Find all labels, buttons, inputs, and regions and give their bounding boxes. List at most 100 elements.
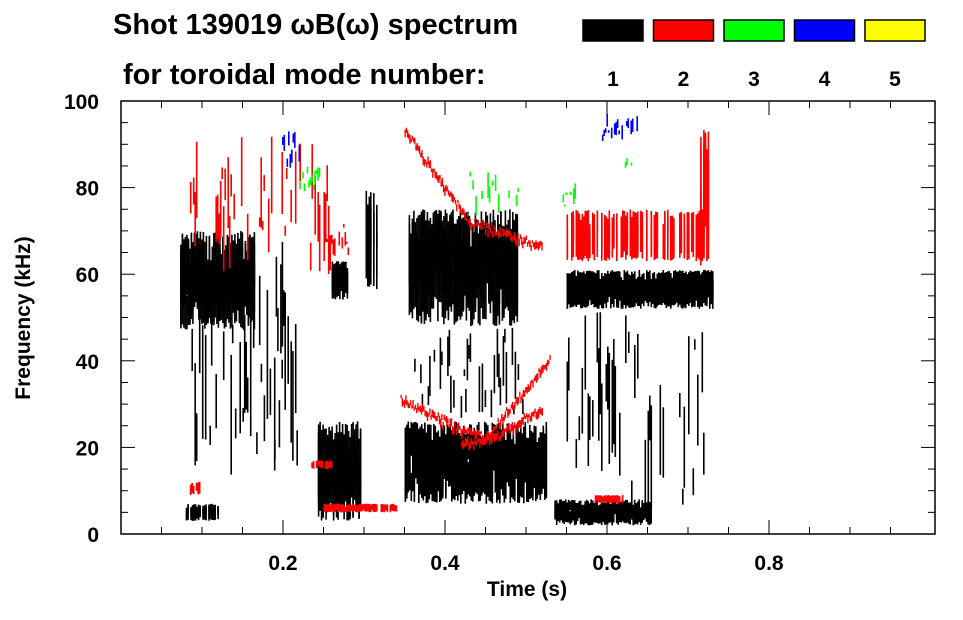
chirp-segment <box>471 223 474 227</box>
chirp-segment <box>420 152 422 157</box>
spectral-streak <box>506 423 509 482</box>
spectral-streak <box>473 237 475 295</box>
chirp-segment <box>483 222 486 226</box>
spectral-streak <box>564 512 567 522</box>
spectral-streak <box>587 279 590 300</box>
chirp-segment <box>469 219 471 224</box>
spectral-streak <box>496 328 499 378</box>
spectral-streak <box>608 275 611 292</box>
chirp-segment <box>472 224 475 232</box>
chirp-segment <box>498 231 500 239</box>
spectral-streak <box>605 505 607 525</box>
spectral-streak <box>661 272 663 306</box>
spectral-streak <box>340 432 342 513</box>
spectral-streak <box>333 268 335 299</box>
spectral-streak <box>594 496 597 503</box>
spectral-streak <box>611 509 613 522</box>
y-axis-label: Frequency (kHz) <box>12 236 35 399</box>
chirp-segment <box>446 416 448 425</box>
spectral-streak <box>619 284 621 301</box>
spectral-streak <box>437 214 439 286</box>
spectral-streak <box>650 405 653 509</box>
chirp-segment <box>534 242 536 250</box>
spectral-streak <box>607 346 609 410</box>
chirp-segment <box>477 220 480 226</box>
spectral-streak <box>183 241 185 310</box>
chirp-segment <box>407 402 409 409</box>
chirp-segment <box>518 420 521 428</box>
chirp-segment <box>493 426 496 431</box>
spectral-streak <box>194 363 196 466</box>
spectral-streak <box>597 505 600 524</box>
spectral-streak <box>605 364 608 402</box>
spectral-streak <box>428 424 431 484</box>
spectral-streak <box>640 218 642 246</box>
chirp-segment <box>537 242 540 251</box>
spectral-streak <box>493 354 496 394</box>
spectral-streak <box>341 237 344 249</box>
spectral-streak <box>504 328 506 343</box>
spectral-streak <box>569 501 571 510</box>
spectral-streak <box>626 505 628 523</box>
spectral-streak <box>242 407 244 422</box>
spectral-streak <box>197 482 199 491</box>
spectral-streak <box>451 447 453 502</box>
chirp-segment <box>540 409 542 415</box>
spectral-streak <box>192 487 195 492</box>
spectral-streak <box>656 291 659 304</box>
spectral-streak <box>512 212 514 312</box>
spectral-streak <box>193 238 196 307</box>
spectral-streak <box>611 219 614 252</box>
chirp-segment <box>536 242 538 248</box>
spectral-streak <box>343 267 346 297</box>
spectral-streak <box>469 333 472 362</box>
spectral-streak <box>340 504 342 510</box>
spectral-streak <box>648 504 651 524</box>
chirp-segment <box>490 433 492 443</box>
spectral-streak <box>603 129 605 136</box>
spectral-streak <box>425 225 427 321</box>
spectral-streak <box>577 223 579 260</box>
spectral-streak <box>505 351 508 404</box>
spectral-streak <box>668 270 671 286</box>
spectral-streak <box>514 443 516 470</box>
spectral-streak <box>510 235 513 273</box>
spectral-streak <box>494 174 497 192</box>
spectral-streak <box>318 460 321 468</box>
spectral-streak <box>439 337 442 389</box>
spectral-streak <box>428 460 431 500</box>
spectral-streak <box>464 434 467 485</box>
spectral-streak <box>447 221 450 287</box>
spectral-streak <box>418 442 420 475</box>
chirp-segment <box>522 241 524 249</box>
chirp-segment <box>436 175 439 182</box>
spectral-streak <box>538 466 540 494</box>
chirp-segment <box>519 391 521 397</box>
spectral-streak <box>563 501 565 524</box>
spectral-streak <box>587 502 589 526</box>
chirp-segment <box>525 235 528 240</box>
chirp-segment <box>414 404 417 409</box>
spectral-streak <box>700 190 702 246</box>
spectral-streak <box>671 240 674 258</box>
spectral-streak <box>203 505 206 520</box>
spectral-streak <box>490 434 492 490</box>
spectral-streak <box>341 424 344 472</box>
spectral-streak <box>592 400 594 437</box>
spectral-streak <box>576 503 579 522</box>
chirp-segment <box>464 437 467 446</box>
spectral-streak <box>625 275 627 309</box>
spectral-streak <box>593 214 596 261</box>
spectral-streak <box>691 282 693 308</box>
spectral-streak <box>292 133 295 143</box>
spectral-streak <box>468 345 470 359</box>
spectral-streak <box>284 292 286 410</box>
spectral-streak <box>623 270 626 284</box>
spectral-streak <box>606 114 608 127</box>
chirp-segment <box>438 415 441 425</box>
spectral-streak <box>460 435 462 504</box>
spectral-streak <box>192 177 195 205</box>
spectral-streak <box>212 509 215 516</box>
chirp-segment <box>541 364 544 372</box>
chirp-segment <box>530 412 533 422</box>
